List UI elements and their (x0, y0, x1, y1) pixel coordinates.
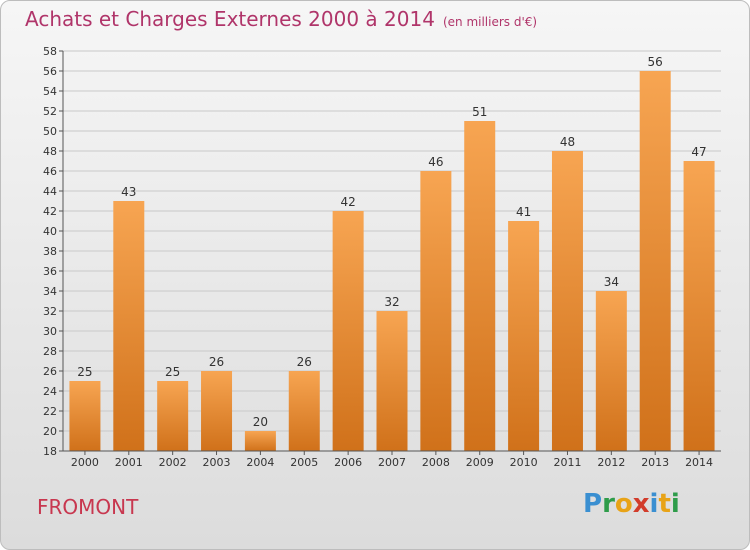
y-tick-label: 56 (43, 65, 57, 78)
x-tick-label-2012: 2012 (597, 456, 625, 469)
y-tick-label: 50 (43, 125, 57, 138)
y-tick-label: 48 (43, 145, 57, 158)
logo-letter: x (632, 489, 650, 519)
y-tick-label: 52 (43, 105, 57, 118)
proxiti-logo: Proxiti (583, 489, 680, 519)
bar-2014 (683, 161, 715, 451)
chart-title-text: Achats et Charges Externes 2000 à 2014 (25, 7, 435, 31)
logo-letter: r (602, 489, 615, 519)
data-label-2011: 48 (560, 135, 575, 149)
bar-2010 (508, 221, 540, 451)
x-tick-label-2014: 2014 (685, 456, 713, 469)
logo-letter: t (658, 489, 671, 519)
y-tick-label: 34 (43, 285, 57, 298)
commune-name: FROMONT (37, 495, 139, 519)
bar-2011 (551, 151, 583, 451)
data-label-2013: 56 (648, 55, 663, 69)
logo-letter: i (670, 489, 680, 519)
y-tick-label: 42 (43, 205, 57, 218)
y-tick-label: 28 (43, 345, 57, 358)
x-tick-label-2008: 2008 (422, 456, 450, 469)
logo-letter: i (649, 489, 659, 519)
bar-2012 (595, 291, 627, 451)
y-tick-label: 30 (43, 325, 57, 338)
x-tick-label-2007: 2007 (378, 456, 406, 469)
x-tick-label-2013: 2013 (641, 456, 669, 469)
x-axis: 2000 2001 2002 2003 2004 2005 2006 2007 2008 2009… (63, 450, 721, 469)
data-label-2008: 46 (428, 155, 443, 169)
y-tick-label: 38 (43, 245, 57, 258)
x-tick-label-2003: 2003 (203, 456, 231, 469)
data-label-2006: 42 (340, 195, 355, 209)
y-tick-label: 58 (43, 45, 57, 58)
bars: 25 43 25 26 20 26 42 32 46 51 41 48 34 56 47 (69, 55, 715, 451)
y-tick-label: 46 (43, 165, 57, 178)
y-tick-label: 32 (43, 305, 57, 318)
y-tick-label: 22 (43, 405, 57, 418)
data-label-2007: 32 (384, 295, 399, 309)
x-tick-label-2000: 2000 (71, 456, 99, 469)
bar-2002 (157, 381, 189, 451)
x-tick-label-2006: 2006 (334, 456, 362, 469)
y-tick-label: 44 (43, 185, 57, 198)
x-tick-label-2010: 2010 (510, 456, 538, 469)
data-label-2010: 41 (516, 205, 531, 219)
y-tick-label: 40 (43, 225, 57, 238)
data-label-2000: 25 (77, 365, 92, 379)
chart-title: Achats et Charges Externes 2000 à 2014 (e… (25, 7, 537, 31)
x-tick-label-2005: 2005 (290, 456, 318, 469)
y-tick-label: 36 (43, 265, 57, 278)
x-tick-label-2004: 2004 (246, 456, 274, 469)
bar-2007 (376, 311, 408, 451)
bar-2003 (201, 371, 233, 451)
bar-2008 (420, 171, 452, 451)
data-label-2005: 26 (297, 355, 312, 369)
x-tick-label-2002: 2002 (159, 456, 187, 469)
bar-2013 (639, 71, 671, 451)
data-label-2003: 26 (209, 355, 224, 369)
bar-2001 (113, 201, 145, 451)
y-axis: 18 20 22 24 26 28 30 32 34 36 38 40 42 44 46 48 50 52 54 56… (43, 45, 64, 458)
bar-2006 (332, 211, 364, 451)
data-label-2001: 43 (121, 185, 136, 199)
data-label-2009: 51 (472, 105, 487, 119)
x-tick-label-2009: 2009 (466, 456, 494, 469)
y-tick-label: 26 (43, 365, 57, 378)
chart-unit: (en milliers d'€) (442, 15, 538, 29)
y-tick-label: 20 (43, 425, 57, 438)
x-tick-label-2001: 2001 (115, 456, 143, 469)
bar-2005 (288, 371, 320, 451)
y-tick-label: 54 (43, 85, 57, 98)
bar-2000 (69, 381, 101, 451)
data-label-2014: 47 (691, 145, 706, 159)
data-label-2002: 25 (165, 365, 180, 379)
logo-letter: P (583, 489, 603, 519)
data-label-2004: 20 (253, 415, 268, 429)
logo-letter: o (614, 489, 633, 519)
bar-2009 (464, 121, 496, 451)
y-tick-label: 24 (43, 385, 57, 398)
x-tick-label-2011: 2011 (553, 456, 581, 469)
bar-2004 (244, 431, 276, 451)
data-label-2012: 34 (604, 275, 619, 289)
y-tick-label: 18 (43, 445, 57, 458)
